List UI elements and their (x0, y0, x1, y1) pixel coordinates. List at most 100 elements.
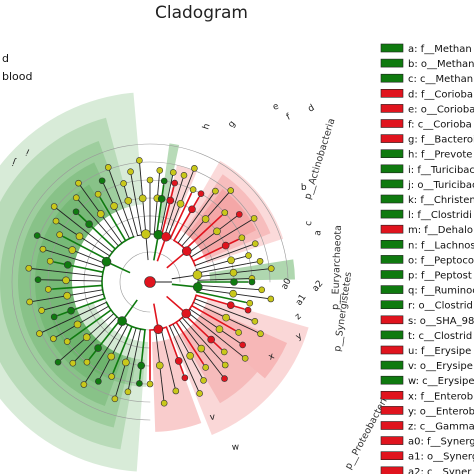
branch-137 (238, 323, 261, 335)
branch-51 (53, 206, 74, 222)
legend-label-9: j: o__Turicibac (407, 180, 474, 191)
legend-label-16: q: f__Ruminoc (408, 286, 474, 297)
tree-node-31 (39, 245, 47, 253)
legend-swatch-10 (380, 194, 404, 204)
clade-shade-11 (209, 259, 295, 281)
branch-34 (52, 284, 103, 290)
branch-16 (82, 316, 118, 354)
tree-node-51 (138, 194, 147, 203)
tree-node-93 (246, 299, 254, 307)
tree-node-97 (251, 318, 259, 325)
branch-12 (96, 322, 125, 365)
legend-label-10: k: f__Christen (408, 195, 474, 206)
tree-node-15 (63, 338, 71, 345)
branch-124 (197, 284, 248, 290)
legend-label-18: s: o__SHA_98 (408, 316, 474, 327)
tree-node-119 (146, 380, 154, 388)
tree-node-34 (56, 231, 63, 238)
legend-swatch-12 (380, 224, 404, 234)
tree-node-39 (72, 208, 80, 216)
legend-swatch-4 (380, 104, 404, 113)
tree-node-83 (256, 257, 264, 265)
branch-20 (69, 309, 112, 340)
tree-node-53 (146, 176, 154, 184)
tree-node-32 (68, 246, 77, 254)
branch-56 (92, 202, 123, 244)
tree-node-22 (38, 307, 45, 314)
tree-node-6 (108, 373, 115, 380)
clade-letter-h: h (201, 122, 212, 131)
branch-158 (165, 326, 185, 375)
legend-label-1: b: o__Methan (408, 59, 474, 70)
clade-letter-i: i (25, 146, 32, 156)
tree-node-13 (82, 333, 91, 342)
group-label-0: d (2, 52, 9, 65)
tree-node-46 (104, 164, 112, 171)
legend-swatch-0 (380, 43, 404, 53)
tree-node-30 (46, 257, 54, 265)
tree-node-52 (136, 157, 143, 164)
branch-60 (107, 193, 130, 239)
tree-node-33 (33, 232, 41, 239)
branch-4 (130, 328, 141, 379)
tree-node-20 (67, 306, 75, 315)
tree-node-106 (221, 361, 229, 369)
tree-node-82 (245, 252, 252, 259)
legend-swatch-18 (380, 315, 404, 325)
tree-node-98 (222, 313, 230, 322)
branch-14 (88, 319, 121, 360)
tree-node-62 (171, 179, 178, 187)
branch-46 (62, 235, 108, 261)
tree-node-35 (75, 232, 84, 241)
legend-swatch-6 (380, 134, 404, 143)
tree-node-65 (191, 165, 198, 172)
tree-node-59 (169, 169, 177, 176)
branch-89 (185, 168, 195, 191)
legend-swatch-3 (380, 89, 404, 98)
clade-letter-d: d (307, 103, 317, 115)
branch-132 (195, 294, 245, 310)
level-ring-6 (11, 143, 289, 421)
tree-node-64 (176, 199, 185, 208)
legend-label-3: d: f__Corioba (408, 89, 473, 100)
tree-node-94 (181, 308, 192, 319)
phylum-label-0: p__Actinobacteria (302, 117, 337, 201)
branch-24 (60, 301, 107, 324)
tree-node-11 (83, 358, 91, 366)
branch-54 (85, 207, 119, 247)
branch-25 (39, 323, 62, 334)
branch-13 (83, 364, 98, 385)
legend-label-23: x: f__Enterob (408, 391, 473, 402)
tree-node-60 (161, 231, 171, 242)
tree-node-36 (52, 217, 60, 225)
tree-node-99 (257, 330, 264, 338)
branch-128 (196, 291, 247, 304)
tree-node-49 (120, 180, 127, 187)
tree-node-108 (221, 375, 228, 382)
branch-39 (28, 267, 53, 272)
branch-114 (197, 263, 247, 274)
legend-swatch-16 (380, 285, 404, 294)
legend-label-8: i: f__Turicibac (408, 165, 474, 176)
clade-letter-f: f (285, 112, 293, 123)
tree-node-3 (124, 388, 132, 396)
tree-node-10 (94, 344, 102, 352)
tree-node-23 (63, 291, 71, 300)
tree-node-76 (250, 215, 258, 222)
legend-label-2: c: c__Methan (408, 74, 473, 85)
branch-131 (168, 294, 198, 327)
tree-node-115 (181, 374, 189, 382)
clade-shade-9 (183, 174, 271, 260)
legend-swatch-8 (380, 164, 404, 174)
tree-nodes (25, 157, 275, 407)
phylum-labels: p__Actinobacteriap__Euryarchaeotap__Syne… (302, 117, 392, 471)
branch-99 (214, 190, 232, 209)
branch-52 (78, 213, 116, 250)
branch-80 (159, 186, 171, 236)
legend-label-0: a: f__Methan (408, 44, 472, 55)
tree-node-78 (238, 234, 246, 242)
branch-18 (75, 313, 115, 347)
tree-node-88 (230, 278, 238, 286)
branch-62 (116, 189, 135, 238)
